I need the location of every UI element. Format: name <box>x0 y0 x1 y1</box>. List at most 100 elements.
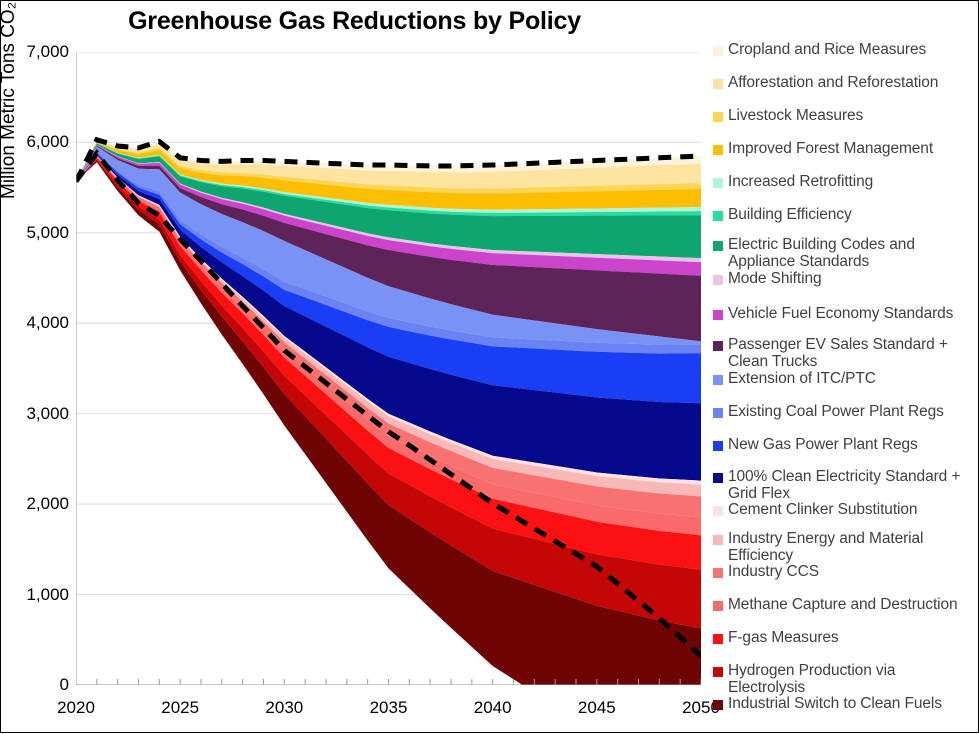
reference-lines-group <box>76 136 701 658</box>
legend-item[interactable]: Passenger EV Sales Standard + Clean Truc… <box>713 336 975 370</box>
area-series <box>76 160 701 685</box>
legend-item-label: Cropland and Rice Measures <box>728 41 927 58</box>
area-series <box>76 141 701 194</box>
y-tick-label: 1,000 <box>26 584 69 604</box>
legend-item[interactable]: Improved Forest Management <box>713 140 975 158</box>
legend-item[interactable]: Mode Shifting <box>713 270 975 288</box>
legend-item-label: Industry CCS <box>728 563 819 580</box>
x-tick-label: 2025 <box>161 698 200 717</box>
legend-item[interactable]: Afforestation and Reforestation <box>713 74 975 92</box>
legend-swatch-icon <box>713 79 723 89</box>
legend-item[interactable]: Industrial Switch to Clean Fuels <box>713 695 975 713</box>
legend: Cropland and Rice Measures Afforestation … <box>713 34 975 726</box>
reference-dashed-line <box>76 149 701 658</box>
legend-swatch-icon <box>713 568 723 578</box>
stacked-area-plot <box>76 52 701 685</box>
legend-swatch-icon <box>713 506 723 516</box>
area-series <box>76 143 701 259</box>
area-series <box>76 141 701 210</box>
legend-swatch-icon <box>713 145 723 155</box>
legend-swatch-icon <box>713 634 723 644</box>
legend-item-label: Electric Building Codes and Appliance St… <box>728 236 915 270</box>
legend-swatch-icon <box>713 700 723 710</box>
area-series <box>76 145 701 342</box>
legend-item-label: Extension of ITC/PTC <box>728 370 876 387</box>
x-tick-marks <box>76 679 701 685</box>
legend-item-label: 100% Clean Electricity Standard + Grid F… <box>728 468 961 502</box>
legend-item[interactable]: New Gas Power Plant Regs <box>713 436 975 454</box>
area-series <box>76 140 701 189</box>
legend-item[interactable]: Vehicle Fuel Economy Standards <box>713 305 975 323</box>
area-series <box>76 159 701 629</box>
x-tick-label: 2040 <box>473 698 512 717</box>
y-axis-title: Million Metric Tons CO₂e <box>0 0 19 199</box>
legend-item-label: Building Efficiency <box>728 206 852 223</box>
y-tick-label: 3,000 <box>26 403 69 423</box>
legend-swatch-icon <box>713 341 723 351</box>
legend-item-label: Hydrogen Production via Electrolysis <box>728 662 896 696</box>
legend-item[interactable]: Industry Energy and Material Efficiency <box>713 530 975 564</box>
legend-swatch-icon <box>713 241 723 251</box>
y-tick-label: 7,000 <box>26 42 69 61</box>
legend-swatch-icon <box>713 310 723 320</box>
legend-item[interactable]: Hydrogen Production via Electrolysis <box>713 662 975 696</box>
legend-item-label: Vehicle Fuel Economy Standards <box>728 305 954 322</box>
legend-item[interactable]: Electric Building Codes and Appliance St… <box>713 236 975 270</box>
legend-swatch-icon <box>713 441 723 451</box>
y-axis-tick-labels: 7,000 6,000 5,000 4,000 3,000 2,000 1,000 0 <box>1 1 69 734</box>
legend-item-label: Afforestation and Reforestation <box>728 74 939 91</box>
legend-item[interactable]: Cropland and Rice Measures <box>713 41 975 59</box>
plot-area <box>76 52 701 685</box>
x-tick-label: 2020 <box>57 698 95 717</box>
area-series <box>76 154 701 481</box>
area-series <box>76 145 701 276</box>
x-tick-label: 2050 <box>682 698 720 717</box>
y-tick-label: 2,000 <box>26 494 69 514</box>
y-tick-label: 6,000 <box>26 132 69 152</box>
area-series <box>76 144 701 263</box>
legend-item[interactable]: Existing Coal Power Plant Regs <box>713 403 975 421</box>
legend-item-label: Mode Shifting <box>728 270 822 287</box>
legend-swatch-icon <box>713 408 723 418</box>
legend-item[interactable]: Extension of ITC/PTC <box>713 370 975 388</box>
legend-swatch-icon <box>713 601 723 611</box>
page-title: Greenhouse Gas Reductions by Policy <box>128 7 581 35</box>
legend-item-label: Improved Forest Management <box>728 140 934 157</box>
legend-swatch-icon <box>713 178 723 188</box>
y-tick-label: 0 <box>59 675 69 694</box>
legend-swatch-icon <box>713 46 723 56</box>
legend-item-label: Existing Coal Power Plant Regs <box>728 403 944 420</box>
x-tick-label: 2035 <box>369 698 408 717</box>
legend-item[interactable]: Cement Clinker Substitution <box>713 501 975 519</box>
legend-item-label: Increased Retrofitting <box>728 173 874 190</box>
y-tick-label: 5,000 <box>26 222 69 242</box>
x-tick-label: 2045 <box>577 698 616 717</box>
legend-item[interactable]: Methane Capture and Destruction <box>713 596 975 614</box>
legend-swatch-icon <box>713 112 723 122</box>
legend-item[interactable]: Building Efficiency <box>713 206 975 224</box>
legend-item-label: Methane Capture and Destruction <box>728 596 958 613</box>
area-series <box>76 146 701 345</box>
legend-item-label: Industrial Switch to Clean Fuels <box>728 695 942 712</box>
legend-item[interactable]: 100% Clean Electricity Standard + Grid F… <box>713 468 975 502</box>
legend-swatch-icon <box>713 473 723 483</box>
legend-swatch-icon <box>713 211 723 221</box>
area-series <box>76 153 701 404</box>
legend-swatch-icon <box>713 375 723 385</box>
legend-swatch-icon <box>713 667 723 677</box>
legend-item-label: New Gas Power Plant Regs <box>728 436 918 453</box>
legend-item-label: Cement Clinker Substitution <box>728 501 918 518</box>
legend-item[interactable]: Livestock Measures <box>713 107 975 125</box>
legend-item[interactable]: F-gas Measures <box>713 629 975 647</box>
legend-item[interactable]: Increased Retrofitting <box>713 173 975 191</box>
legend-item[interactable]: Industry CCS <box>713 563 975 581</box>
area-series-group <box>76 139 701 685</box>
legend-item-label: Passenger EV Sales Standard + Clean Truc… <box>728 336 948 370</box>
y-axis-title-wrap: Million Metric Tons CO₂e <box>0 0 69 734</box>
y-tick-label: 4,000 <box>26 313 69 333</box>
legend-swatch-icon <box>713 535 723 545</box>
area-series <box>76 157 701 570</box>
x-tick-label: 2030 <box>265 698 304 717</box>
